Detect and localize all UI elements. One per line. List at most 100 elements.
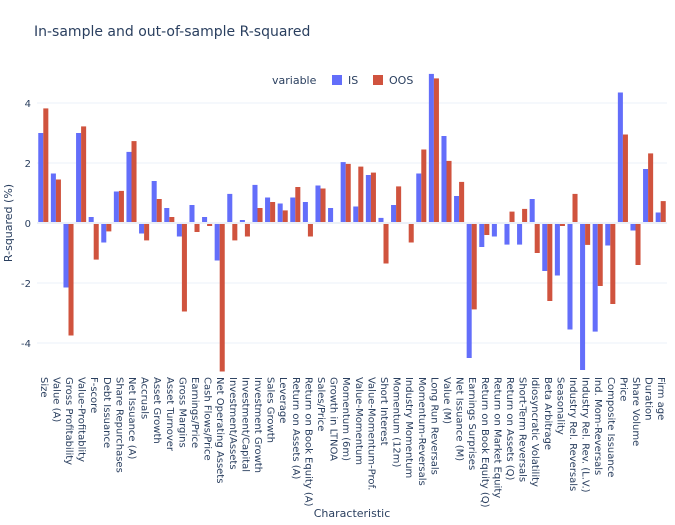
bar-oos [307, 223, 313, 237]
bar-is [617, 92, 623, 223]
bar-is [227, 193, 233, 223]
bar-is [164, 208, 170, 223]
bar-is [88, 217, 94, 223]
bar-oos [43, 108, 49, 223]
bar-is [76, 133, 82, 223]
bar-oos [446, 160, 452, 223]
bar-oos [534, 223, 540, 253]
bar-is [391, 205, 397, 223]
x-tick-label: Return on Book Equity (A) [302, 377, 313, 507]
bar-is [529, 199, 535, 223]
y-tick-label: 2 [25, 159, 31, 170]
bar-is [202, 217, 208, 223]
x-tick-label: Seasonality [554, 377, 565, 435]
bar-is [315, 185, 321, 223]
bar-oos [156, 199, 162, 223]
legend-swatch-is[interactable] [332, 75, 342, 85]
bar-is [605, 223, 611, 246]
bar-oos [370, 172, 376, 223]
bar-oos [509, 211, 515, 223]
bar-oos [169, 217, 175, 223]
x-tick-label: Composite Issuance [605, 377, 616, 477]
bar-is [252, 184, 258, 223]
x-tick-label: Firm age [655, 377, 666, 420]
bar-oos [660, 201, 666, 223]
bar-is [655, 212, 661, 223]
bar-oos [433, 78, 439, 224]
bar-oos [232, 223, 238, 241]
bar-is [265, 197, 271, 223]
y-tick-label: 4 [25, 99, 31, 110]
x-tick-label: Duration [643, 377, 654, 420]
bar-oos [219, 223, 225, 372]
bar-oos [622, 134, 628, 223]
bar-oos [484, 223, 490, 235]
x-tick-label: Value (M) [441, 377, 452, 424]
x-tick-label: Sales/Price [315, 377, 326, 431]
x-tick-label: Size [38, 377, 49, 398]
x-tick-label: Price [617, 377, 628, 401]
x-tick-label: Short Interest [378, 377, 389, 446]
bar-is [176, 223, 182, 237]
bar-oos [471, 223, 477, 310]
bar-oos [144, 223, 150, 241]
bar-oos [181, 223, 187, 312]
bar-oos [93, 223, 99, 260]
legend-label-is[interactable]: IS [348, 74, 358, 87]
bar-oos [81, 126, 87, 223]
bar-is [38, 133, 44, 223]
bar-is [290, 197, 296, 223]
bar-is [416, 173, 422, 223]
bar-is [277, 203, 283, 223]
bar-is [302, 202, 308, 223]
bar-oos [106, 223, 112, 232]
bar-oos [55, 179, 61, 223]
bar-is [101, 223, 107, 243]
bar-oos [131, 141, 137, 223]
bar-oos [282, 210, 288, 223]
x-tick-label: Asset Growth [151, 377, 162, 444]
bar-oos [572, 193, 578, 223]
x-tick-label: Long Run Reversals [428, 377, 439, 475]
x-tick-label: Accruals [139, 377, 150, 419]
legend-label-oos[interactable]: OOS [389, 74, 413, 87]
bar-oos [358, 166, 364, 223]
y-tick-label: 0 [25, 219, 31, 230]
bar-oos [408, 223, 414, 243]
x-tick-label: Share Volume [630, 377, 641, 446]
bar-is [630, 223, 636, 231]
x-tick-label: Cash Flows/Price [202, 377, 213, 461]
bar-oos [396, 186, 402, 223]
bar-is [378, 217, 384, 223]
x-tick-label: Ind. Mom-Reversals [592, 377, 603, 475]
x-tick-label: Momentum-Reversals [416, 377, 427, 486]
x-tick-label: Investment/Assets [227, 377, 238, 470]
bar-oos [257, 208, 263, 223]
bar-oos [559, 223, 565, 226]
bar-is [151, 181, 157, 223]
x-tick-label: Debt Issuance [101, 377, 112, 448]
x-tick-label: Return on Assets (Q) [504, 377, 515, 480]
bar-is [517, 223, 523, 245]
bar-oos [194, 223, 200, 232]
bar-is [491, 223, 497, 237]
bar-oos [547, 223, 553, 301]
x-tick-label: Sales Growth [265, 377, 276, 443]
bar-oos [270, 202, 276, 223]
x-tick-label: Share Repurchases [113, 377, 124, 473]
x-tick-label: Momentum (12m) [391, 377, 402, 468]
legend-swatch-oos[interactable] [373, 75, 383, 85]
x-tick-label: Value (A) [50, 377, 61, 422]
bar-is [592, 223, 598, 332]
bar-is [189, 205, 195, 223]
bar-is [580, 223, 586, 370]
bar-oos [320, 188, 326, 223]
legend-title: variable [272, 74, 317, 87]
bar-oos [421, 149, 427, 223]
bar-is [113, 191, 119, 223]
bar-is [139, 223, 145, 234]
bar-oos [295, 187, 301, 223]
bar-is [504, 223, 510, 245]
x-tick-label: Asset Turnover [164, 377, 175, 452]
